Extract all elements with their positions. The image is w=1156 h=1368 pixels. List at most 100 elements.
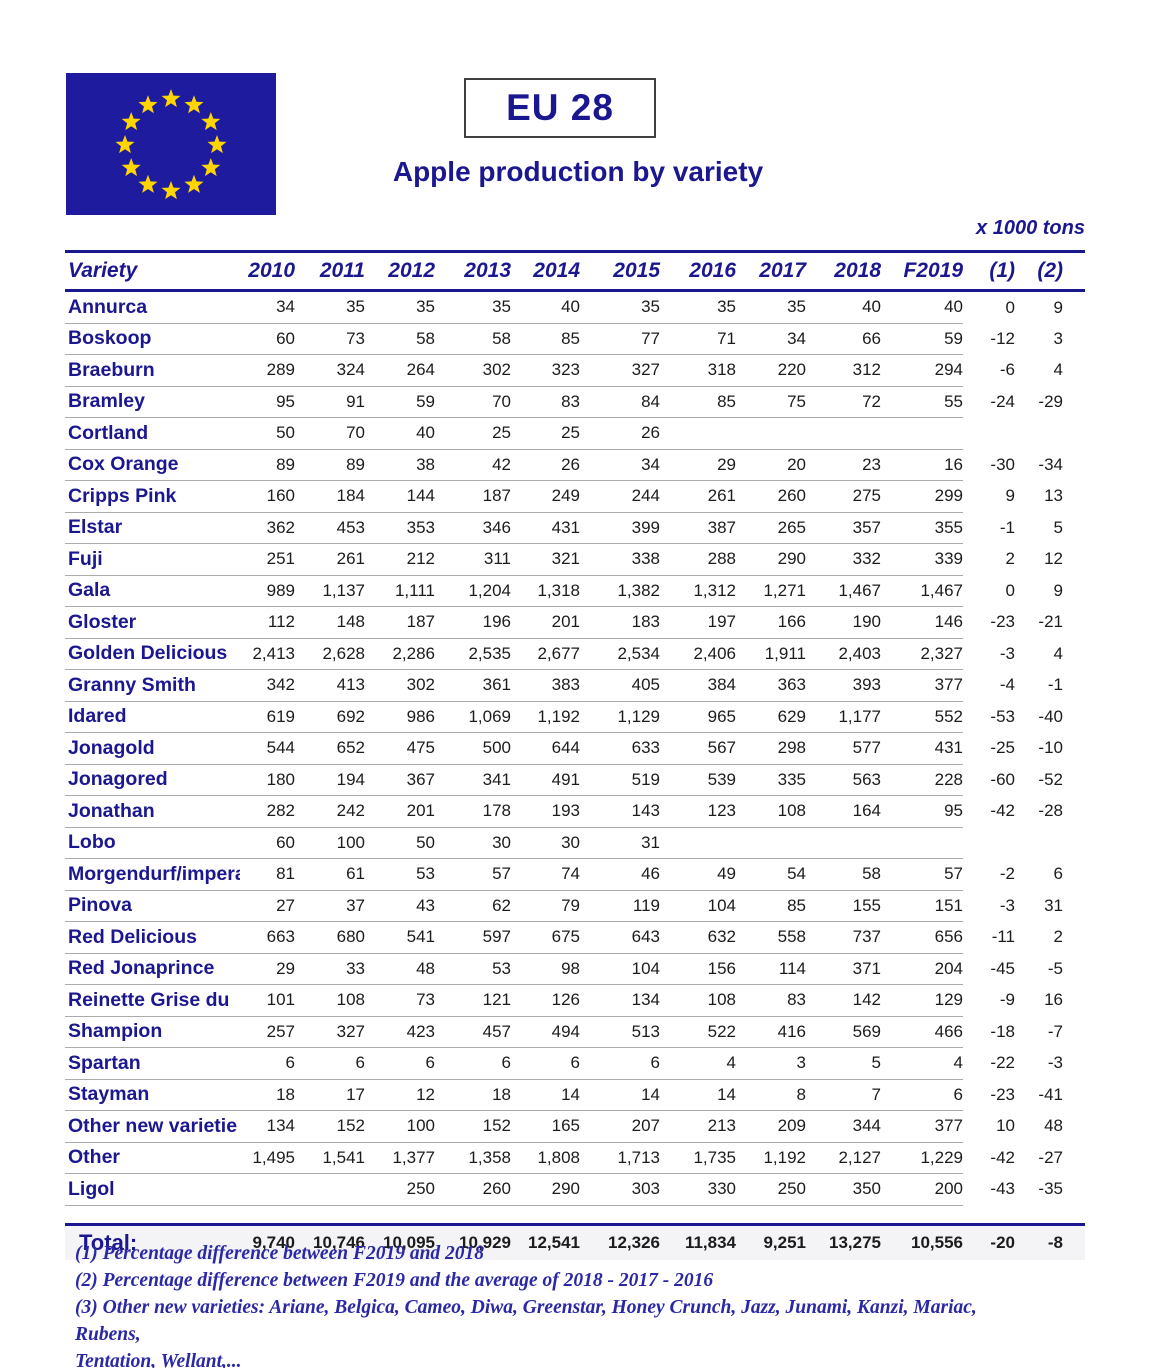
- value-cell: -21: [1038, 612, 1063, 632]
- value-cell: 2: [1005, 549, 1015, 569]
- variety-cell: Gloster: [65, 606, 240, 639]
- value-cell: 355: [881, 512, 963, 544]
- total-value-cell: 9,740: [252, 1232, 295, 1252]
- value-cell: 1,467: [881, 575, 963, 607]
- value-cell: 4: [1053, 643, 1063, 663]
- value-cell: 1,229: [881, 1142, 963, 1174]
- value-cell: 552: [881, 701, 963, 733]
- table-row: Bramley 95 91 59 70 83 84 85 75 72 55 -2…: [65, 386, 1085, 418]
- value-cell: 1,713: [580, 1142, 660, 1174]
- value-cell: 204: [881, 953, 963, 985]
- table-row: Red Jonaprince 29 33 48 53 98 104 156 11…: [65, 953, 1085, 985]
- value-cell: 200: [881, 1173, 963, 1206]
- value-cell: 228: [881, 764, 963, 796]
- value-cell: 100: [365, 1110, 435, 1143]
- value-cell: 4: [1053, 360, 1063, 380]
- table-row: Gala 989 1,137 1,111 1,204 1,318 1,382 1…: [65, 575, 1085, 607]
- value-cell: 70: [295, 417, 365, 450]
- value-cell: 264: [365, 354, 435, 387]
- value-cell: 4: [881, 1047, 963, 1080]
- variety-cell: Lobo: [65, 827, 240, 859]
- value-cell: 108: [736, 795, 806, 828]
- value-cell: 143: [580, 795, 660, 828]
- value-cell: 294: [881, 354, 963, 387]
- value-cell: 290: [511, 1173, 580, 1206]
- value-cell: 213: [660, 1110, 736, 1143]
- value-cell: 38: [365, 449, 435, 481]
- value-cell: 737: [806, 921, 881, 954]
- value-cell: 1,735: [660, 1142, 736, 1174]
- value-cell: 66: [806, 323, 881, 355]
- value-cell: -22: [990, 1053, 1015, 1073]
- variety-cell: Morgendurf/impera: [65, 858, 240, 891]
- value-cell: 129: [881, 984, 963, 1017]
- value-cell: 40: [365, 417, 435, 450]
- table-row: Idared 619 692 986 1,069 1,192 1,129 965…: [65, 701, 1085, 733]
- variety-cell: Reinette Grise du: [65, 984, 240, 1017]
- variety-cell: Red Delicious: [65, 921, 240, 954]
- value-cell: 341: [435, 764, 511, 796]
- value-cell: 34: [736, 323, 806, 355]
- value-cell: -28: [1038, 801, 1063, 821]
- value-cell: 1,192: [736, 1142, 806, 1174]
- value-cell: 14: [580, 1079, 660, 1111]
- value-cell: 1,318: [511, 575, 580, 607]
- value-cell: 324: [295, 354, 365, 387]
- value-cell: 5: [1053, 517, 1063, 537]
- value-cell: 91: [295, 386, 365, 418]
- value-cell: 298: [736, 732, 806, 765]
- value-cell: 209: [736, 1110, 806, 1143]
- value-cell: 8: [736, 1079, 806, 1111]
- value-cell: 166: [736, 606, 806, 639]
- value-cell: 164: [806, 795, 881, 828]
- value-cell: 5: [806, 1047, 881, 1080]
- value-cell: 675: [511, 921, 580, 954]
- value-cell: 156: [660, 953, 736, 985]
- value-cell: [1015, 418, 1085, 450]
- value-cell: 250: [736, 1173, 806, 1206]
- value-cell: 332: [806, 543, 881, 576]
- value-cell: 1,204: [435, 575, 511, 607]
- value-cell: 155: [806, 890, 881, 922]
- column-header-year: 2012: [365, 251, 435, 292]
- value-cell: 7: [806, 1079, 881, 1111]
- value-cell: 2,327: [881, 638, 963, 670]
- value-cell: 31: [1044, 895, 1063, 915]
- footnotes: (1) Percentage difference between F2019 …: [75, 1240, 1035, 1368]
- column-header-diff1: (1): [963, 251, 1015, 292]
- value-cell: 692: [295, 701, 365, 733]
- value-cell: 100: [295, 827, 365, 859]
- value-cell: 40: [806, 290, 881, 324]
- table-row: Pinova 27 37 43 62 79 119 104 85 155 151…: [65, 890, 1085, 922]
- value-cell: 1,377: [365, 1142, 435, 1174]
- value-cell: -25: [990, 738, 1015, 758]
- value-cell: 303: [580, 1173, 660, 1206]
- value-cell: -35: [1038, 1179, 1063, 1199]
- table-row: Golden Delicious 2,413 2,628 2,286 2,535…: [65, 638, 1085, 670]
- value-cell: 522: [660, 1016, 736, 1048]
- table-row: Annurca 34 35 35 35 40 35 35 35 40 40 0 …: [65, 290, 1085, 324]
- value-cell: 43: [365, 890, 435, 922]
- value-cell: 84: [580, 386, 660, 418]
- value-cell: 126: [511, 984, 580, 1017]
- value-cell: 119: [580, 890, 660, 922]
- value-cell: 57: [881, 858, 963, 891]
- value-cell: 339: [881, 543, 963, 576]
- value-cell: 289: [240, 354, 295, 387]
- value-cell: 353: [365, 512, 435, 544]
- value-cell: 53: [365, 858, 435, 891]
- value-cell: 632: [660, 921, 736, 954]
- value-cell: [660, 827, 736, 859]
- value-cell: 290: [736, 543, 806, 576]
- production-table-wrap: Variety 2010 2011 2012 2013 2014 2015 20…: [65, 250, 1085, 1260]
- value-cell: 1,111: [365, 575, 435, 607]
- value-cell: 60: [240, 827, 295, 859]
- value-cell: 30: [435, 827, 511, 859]
- value-cell: 74: [511, 858, 580, 891]
- value-cell: 29: [240, 953, 295, 985]
- value-cell: 29: [660, 449, 736, 481]
- table-row: Red Delicious 663 680 541 597 675 643 63…: [65, 921, 1085, 954]
- value-cell: 633: [580, 732, 660, 765]
- value-cell: 14: [660, 1079, 736, 1111]
- value-cell: 260: [435, 1173, 511, 1206]
